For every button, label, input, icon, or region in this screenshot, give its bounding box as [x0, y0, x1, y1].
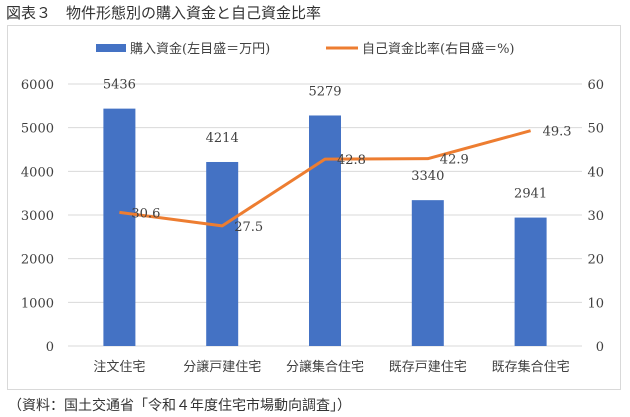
bar [206, 161, 239, 346]
bar [103, 108, 136, 347]
bar [309, 115, 341, 346]
line-value-label: 30.6 [131, 206, 160, 221]
left-axis-tick: 4000 [21, 165, 54, 180]
right-axis-tick: 50 [587, 122, 604, 137]
category-label: 注文住宅 [93, 360, 145, 375]
legend-bar-swatch [96, 44, 126, 52]
legend-bar-label: 購入資金(左目盛＝万円) [130, 41, 270, 57]
bar-value-label: 3340 [411, 169, 444, 184]
line-value-label: 49.3 [543, 125, 572, 140]
figure-title: 図表３ 物件形態別の購入資金と自己資金比率 [6, 4, 322, 22]
right-axis-tick: 30 [587, 209, 604, 224]
left-axis-tick: 5000 [21, 122, 54, 137]
left-axis-tick: 3000 [21, 209, 54, 224]
bar-value-label: 4214 [206, 131, 239, 146]
bar-value-label: 5279 [308, 84, 341, 99]
legend-line-label: 自己資金比率(右目盛＝%) [362, 41, 515, 57]
left-axis-tick: 2000 [21, 253, 54, 268]
right-axis-tick: 20 [587, 253, 604, 268]
combo-chart: 購入資金(左目盛＝万円) 自己資金比率(右目盛＝%) 0 0 1000 10 2000 20 3… [21, 41, 604, 375]
line-value-label: 42.8 [337, 153, 366, 168]
chart-frame: 購入資金(左目盛＝万円) 自己資金比率(右目盛＝%) 0 0 1000 10 2000 20 3… [7, 25, 621, 390]
bar [411, 200, 444, 346]
right-axis-tick: 60 [587, 78, 604, 93]
category-label: 既存戸建住宅 [389, 360, 467, 375]
source-note: （資料：国土交通省「令和４年度住宅市場動向調査」） [8, 398, 351, 414]
bar-value-label: 2941 [514, 187, 547, 202]
left-axis-tick: 0 [46, 340, 54, 355]
category-label: 既存集合住宅 [492, 359, 570, 375]
ratio-line [119, 129, 531, 228]
category-label: 分譲集合住宅 [286, 359, 364, 375]
right-axis-tick: 10 [587, 296, 604, 311]
bar-value-label: 5436 [103, 78, 136, 93]
category-label: 分譲戸建住宅 [183, 359, 261, 375]
left-axis-tick: 1000 [21, 296, 54, 311]
right-axis-tick: 40 [587, 165, 604, 180]
left-axis-tick: 6000 [21, 78, 54, 93]
line-value-label: 27.5 [234, 220, 263, 235]
line-value-label: 42.9 [440, 153, 469, 168]
bar [514, 217, 547, 346]
right-axis-tick: 0 [596, 340, 604, 355]
